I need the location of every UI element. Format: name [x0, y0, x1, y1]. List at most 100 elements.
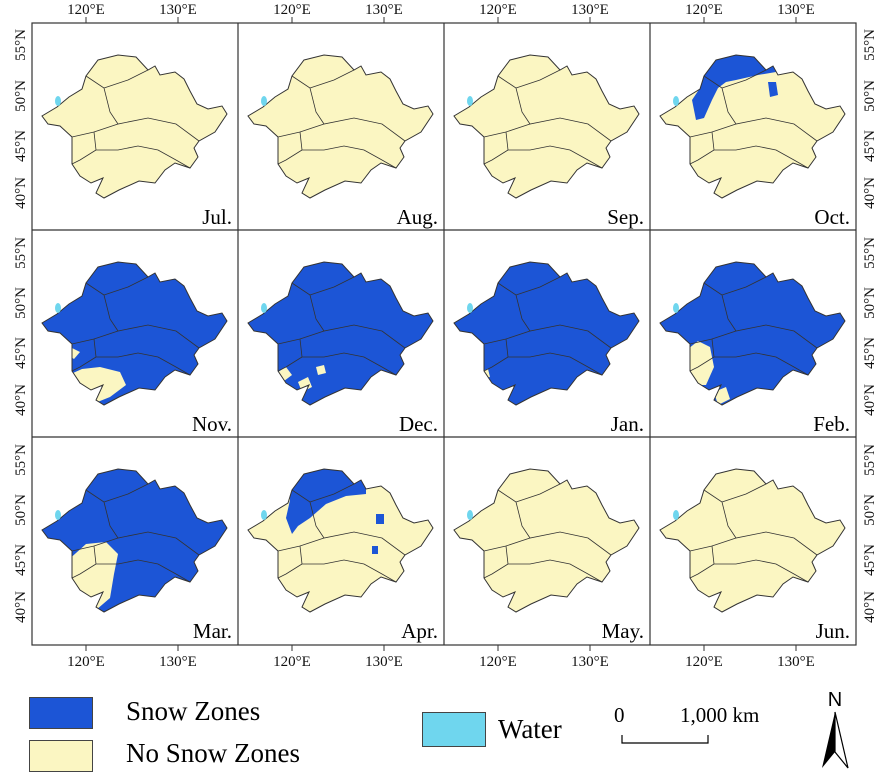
lat-label: 40°N: [13, 177, 29, 209]
lon-label: 120°E: [685, 2, 723, 18]
scale-bar: [621, 735, 709, 744]
panel-jun: Jun.: [659, 468, 850, 643]
lon-label: 130°E: [159, 654, 197, 670]
lon-label: 120°E: [67, 2, 105, 18]
panel-grid: [31, 22, 857, 646]
tick-marks: [85, 17, 797, 651]
lat-label: 55°N: [13, 237, 29, 269]
snow-area: [768, 82, 778, 97]
lat-label: 45°N: [862, 544, 878, 576]
water-body: [467, 303, 473, 313]
lat-label: 55°N: [862, 444, 878, 476]
month-label: Jun.: [816, 619, 850, 643]
legend-label-snow: Snow Zones: [126, 696, 261, 726]
water-body: [673, 510, 679, 520]
water-body: [467, 96, 473, 106]
lat-label: 40°N: [862, 384, 878, 416]
lat-label: 45°N: [13, 544, 29, 576]
panel-dec: Dec.: [247, 261, 438, 436]
lat-label: 50°N: [862, 287, 878, 319]
month-label: Sep.: [607, 205, 644, 229]
legend-swatch-no-snow: [29, 740, 93, 772]
month-label: May.: [602, 619, 644, 643]
lat-label: 55°N: [13, 29, 29, 61]
no-snow-area: [278, 367, 292, 381]
province-borders: [71, 69, 200, 169]
snow-area: [372, 546, 378, 554]
no-snow-area: [678, 341, 714, 385]
panel-aug: Aug.: [247, 54, 438, 229]
panel-jul: Jul.: [41, 54, 232, 229]
month-label: Mar.: [193, 619, 232, 643]
water-body: [673, 96, 679, 106]
snow-area: [692, 55, 778, 120]
scale-label-start: 0: [614, 703, 625, 727]
lon-label: 120°E: [479, 654, 517, 670]
panel-apr: Apr.: [247, 468, 438, 643]
month-label: Dec.: [399, 412, 438, 436]
no-snow-area: [64, 367, 126, 405]
lat-labels-right: 55°N 50°N 45°N 40°N 55°N 50°N 45°N 40°N …: [862, 29, 878, 623]
lat-label: 55°N: [862, 29, 878, 61]
lon-label: 130°E: [777, 654, 815, 670]
no-snow-area: [316, 365, 326, 375]
lat-labels-left: 55°N 50°N 45°N 40°N 55°N 50°N 45°N 40°N …: [13, 29, 29, 623]
month-label: Apr.: [401, 619, 438, 643]
scale-label-end: 1,000 km: [680, 703, 760, 727]
lat-label: 40°N: [13, 384, 29, 416]
north-label: N: [828, 689, 842, 711]
panel-oct: Oct.: [659, 54, 850, 229]
water-body: [55, 303, 61, 313]
water-body: [261, 96, 267, 106]
water-body: [673, 303, 679, 313]
lat-label: 50°N: [862, 494, 878, 526]
water-body: [467, 510, 473, 520]
north-arrow-icon: N: [822, 689, 849, 769]
lon-label: 130°E: [571, 2, 609, 18]
lon-label: 130°E: [365, 654, 403, 670]
lat-label: 50°N: [13, 494, 29, 526]
lat-label: 55°N: [13, 444, 29, 476]
panel-mar: Mar.: [41, 468, 232, 643]
lon-label: 130°E: [365, 2, 403, 18]
lat-label: 45°N: [13, 337, 29, 369]
lon-label: 120°E: [273, 654, 311, 670]
lat-label: 45°N: [13, 130, 29, 162]
legend-swatch-snow: [29, 697, 93, 729]
lat-label: 45°N: [862, 337, 878, 369]
month-label: Jul.: [202, 205, 232, 229]
month-label: Jan.: [611, 412, 644, 436]
lat-label: 40°N: [862, 591, 878, 623]
snow-area: [376, 514, 384, 524]
lat-label: 45°N: [862, 130, 878, 162]
lat-label: 40°N: [13, 591, 29, 623]
month-label: Aug.: [397, 205, 438, 229]
snow-area: [286, 469, 366, 534]
month-label: Oct.: [814, 205, 850, 229]
legend-swatch-water: [422, 712, 486, 747]
lat-label: 50°N: [13, 80, 29, 112]
lat-label: 40°N: [862, 177, 878, 209]
month-label: Feb.: [813, 412, 850, 436]
panel-may: May.: [453, 468, 644, 643]
lon-label: 120°E: [67, 654, 105, 670]
water-body: [261, 303, 267, 313]
lat-label: 55°N: [862, 237, 878, 269]
panel-sep: Sep.: [453, 54, 644, 229]
lon-label: 120°E: [273, 2, 311, 18]
water-body: [261, 510, 267, 520]
legend-label-no-snow: No Snow Zones: [126, 738, 300, 768]
lon-labels-bottom: 120°E 130°E 120°E 130°E 120°E 130°E 120°…: [67, 654, 815, 670]
lon-labels-top: 120°E 130°E 120°E 130°E 120°E 130°E 120°…: [67, 2, 815, 18]
water-body: [55, 96, 61, 106]
panel-feb: Feb.: [659, 261, 850, 436]
no-snow-area: [66, 542, 118, 610]
month-label: Nov.: [192, 412, 232, 436]
panel-nov: Nov.: [41, 261, 232, 436]
lon-label: 120°E: [479, 2, 517, 18]
lon-label: 130°E: [777, 2, 815, 18]
lon-label: 130°E: [159, 2, 197, 18]
lat-label: 50°N: [862, 80, 878, 112]
lon-label: 120°E: [685, 654, 723, 670]
